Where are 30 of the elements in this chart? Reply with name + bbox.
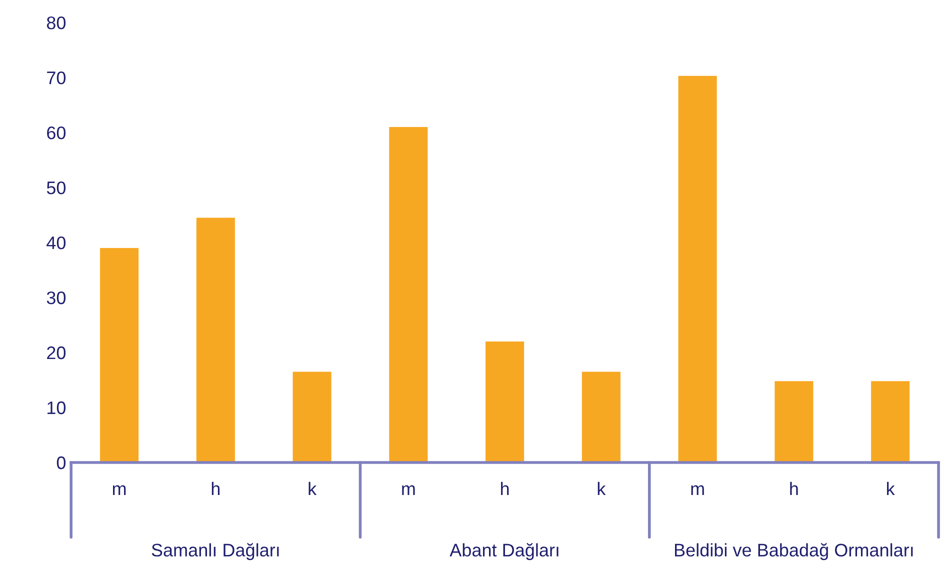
x-tick-label: k [308,482,317,496]
bar [389,127,428,462]
text: Abant Dağları [450,543,558,560]
y-tick-label: 30 [46,291,66,304]
x-tick-label: h [790,482,798,496]
bar [292,372,332,462]
bar [678,76,717,462]
x-tick-label: h [212,482,220,496]
bar [774,381,814,462]
bar [871,381,910,462]
bar [100,248,139,462]
bar [486,342,524,462]
x-tick-label: k [887,482,895,496]
y-tick-label: 10 [48,401,66,414]
y-tick-label: 60 [47,126,66,140]
y-tick-label: 20 [47,346,66,360]
y-tick-label: 0 [56,456,66,470]
x-tick-label: h [501,482,509,496]
bar [582,372,620,462]
y-tick-label: 70 [47,71,66,84]
x-tick-label: k [598,482,606,496]
x-tick-label: m [402,485,415,496]
y-tick-label: 80 [46,16,66,30]
y-tick-label: 40 [46,236,66,250]
bar [196,218,235,462]
x-tick-label: m [112,485,126,496]
text: Samanlı Dağları [152,543,279,560]
y-tick-label: 50 [46,181,66,194]
x-tick-label: m [691,485,704,496]
text: Beldibi ve Babadağ Ormanları [675,543,913,560]
